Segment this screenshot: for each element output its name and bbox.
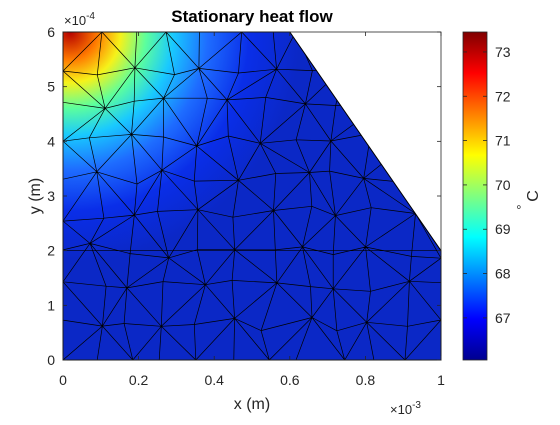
y-axis-ticks: 0 1 2 3 4 5 6 — [47, 24, 441, 368]
x-tick-label: 0 — [59, 372, 67, 388]
colorbar-tick-label: 71 — [495, 133, 511, 149]
y-tick-label: 5 — [47, 79, 55, 95]
x-exponent-label: ×10-3 — [390, 400, 421, 417]
y-tick-label: 2 — [47, 243, 55, 259]
mesh-overlay — [63, 32, 441, 360]
x-tick-label: 0.4 — [204, 372, 224, 388]
chart-title: Stationary heat flow — [171, 7, 333, 26]
svg-text:C: C — [525, 190, 542, 202]
colorbar-tick-label: 73 — [495, 44, 511, 60]
colorbar-tick-label: 70 — [495, 177, 511, 193]
colorbar-label: C ° — [514, 190, 542, 209]
y-exponent-label: ×10-4 — [64, 11, 95, 28]
x-axis-label: x (m) — [234, 396, 270, 413]
y-tick-label: 6 — [47, 24, 55, 40]
y-tick-label: 4 — [47, 133, 55, 149]
colorbar — [462, 31, 488, 361]
y-tick-label: 0 — [47, 352, 55, 368]
x-axis-ticks: 0 0.2 0.4 0.6 0.8 1 — [59, 32, 445, 388]
y-axis-label: y (m) — [27, 178, 44, 214]
x-tick-label: 1 — [437, 372, 445, 388]
colorbar-ticks: 67 68 69 70 71 72 73 — [463, 44, 511, 326]
x-tick-label: 0.8 — [356, 372, 376, 388]
svg-text:°: ° — [514, 204, 529, 209]
mesh-edges — [63, 32, 441, 360]
temperature-field — [63, 32, 441, 360]
colorbar-tick-label: 72 — [495, 88, 511, 104]
y-tick-label: 1 — [47, 297, 55, 313]
colorbar-tick-label: 68 — [495, 266, 511, 282]
x-tick-label: 0.6 — [280, 372, 300, 388]
x-tick-label: 0.2 — [129, 372, 149, 388]
y-tick-label: 3 — [47, 188, 55, 204]
colorbar-tick-label: 69 — [495, 221, 511, 237]
colorbar-tick-label: 67 — [495, 310, 511, 326]
